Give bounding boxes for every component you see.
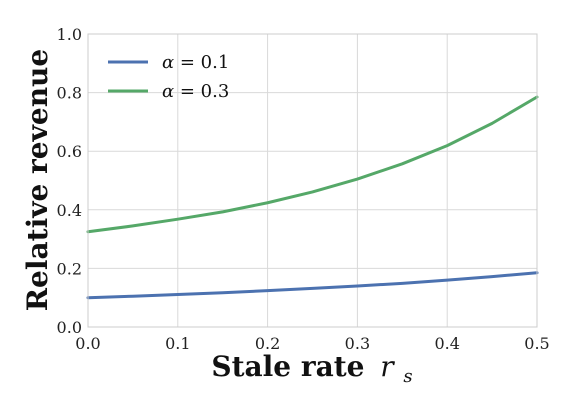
y-axis-label: Relative revenue <box>21 49 54 311</box>
ticks-layer: 0.0 0.1 0.2 0.3 0.4 0.5 0.0 0.2 0.4 0.6 0.8 1.0 <box>57 25 550 353</box>
series-line-1 <box>86 271 539 300</box>
x-tick-label: 0.3 <box>345 334 370 353</box>
x-axis-label-main: Stale rate <box>211 350 364 383</box>
x-tick-label: 0.2 <box>255 334 280 353</box>
legend-label-2: α = 0.3 <box>162 81 229 102</box>
y-tick-label: 0.6 <box>57 142 82 161</box>
x-tick-label: 0.0 <box>75 334 100 353</box>
y-tick-label: 0.2 <box>57 259 82 278</box>
x-tick-label: 0.5 <box>524 334 549 353</box>
x-tick-label: 0.4 <box>434 334 459 353</box>
series-layer <box>86 95 539 300</box>
y-tick-label: 0.0 <box>57 318 82 337</box>
legend-symbol: α <box>162 52 174 73</box>
x-axis-label-symbol: r <box>380 350 395 383</box>
x-tick-label: 0.1 <box>165 334 190 353</box>
y-tick-label: 1.0 <box>57 25 82 44</box>
legend-value: = 0.1 <box>174 52 229 73</box>
x-axis-label-subscript: s <box>403 366 412 387</box>
y-tick-label: 0.4 <box>57 201 82 220</box>
y-tick-label: 0.8 <box>57 84 82 103</box>
plot-background <box>88 34 537 327</box>
x-axis-label: Stale rate r s <box>211 350 412 387</box>
legend-value: = 0.3 <box>174 81 229 102</box>
series-line-2 <box>86 95 539 234</box>
legend-label-1: α = 0.1 <box>162 52 229 73</box>
legend-symbol: α <box>162 81 174 102</box>
plot-frame <box>87 33 538 328</box>
legend: α = 0.1α = 0.3 <box>108 52 229 102</box>
